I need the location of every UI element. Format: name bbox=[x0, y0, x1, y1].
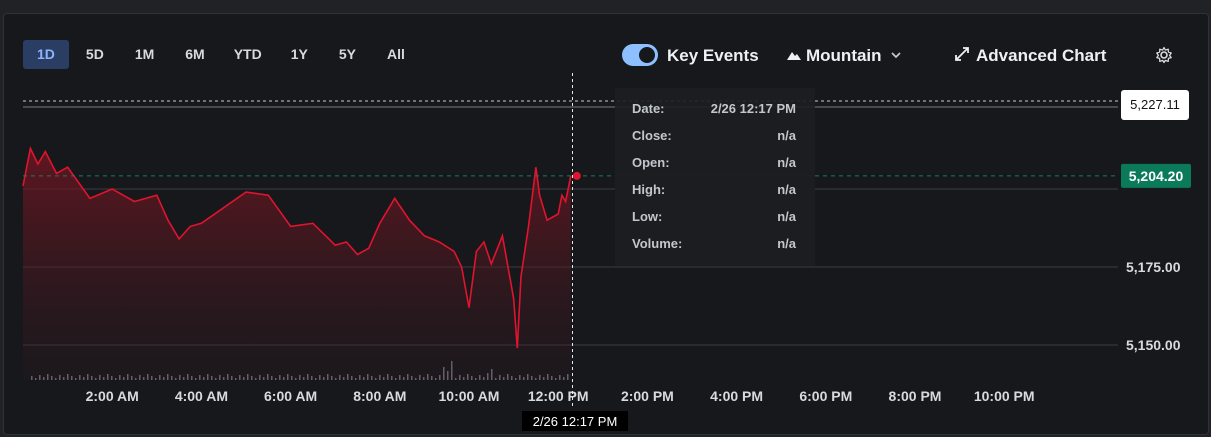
x-tick-label: 6:00 AM bbox=[264, 388, 317, 404]
crosshair-price-label: 5,227.11 bbox=[1130, 97, 1180, 112]
key-events-toggle[interactable] bbox=[622, 44, 658, 66]
range-button-6m[interactable]: 6M bbox=[185, 46, 205, 62]
expand-icon bbox=[955, 47, 969, 61]
last-price-marker bbox=[572, 171, 581, 180]
last-price-label: 5,204.20 bbox=[1129, 168, 1184, 184]
tooltip-label: Volume: bbox=[632, 236, 682, 251]
x-tick-label: 6:00 PM bbox=[799, 388, 852, 404]
crosshair-time-badge bbox=[522, 411, 628, 431]
range-button-1m[interactable]: 1M bbox=[134, 46, 155, 62]
range-button-1y[interactable]: 1Y bbox=[290, 46, 308, 62]
x-tick-label: 4:00 PM bbox=[710, 388, 763, 404]
tooltip-background bbox=[615, 88, 815, 266]
chart-style-dropdown[interactable]: Mountain bbox=[806, 46, 882, 65]
mountain-icon bbox=[787, 52, 801, 60]
reference-lines bbox=[23, 100, 1118, 180]
key-events-label[interactable]: Key Events bbox=[667, 46, 759, 65]
crosshair: 2/26 12:17 PM 5,227.11 bbox=[522, 73, 1189, 431]
tooltip-value: n/a bbox=[777, 182, 797, 197]
tooltip-value: n/a bbox=[777, 209, 797, 224]
x-tick-label: 10:00 PM bbox=[974, 388, 1035, 404]
tooltip-label: Low: bbox=[632, 209, 662, 224]
data-tooltip: Date: 2/26 12:17 PM Close: n/a Open: n/a High:… bbox=[615, 88, 815, 266]
time-range-selector: 1D 5D 1M 6M YTD 1Y 5Y All bbox=[23, 40, 422, 69]
range-button-1d[interactable]: 1D bbox=[23, 40, 69, 69]
x-tick-label: 4:00 AM bbox=[175, 388, 228, 404]
x-tick-label: 2:00 PM bbox=[621, 388, 674, 404]
range-button-all[interactable]: All bbox=[386, 46, 405, 62]
y-axis-ticks: 5,150.00 5,175.00 5,204.20 bbox=[1121, 163, 1191, 353]
toggle-knob bbox=[639, 47, 655, 63]
x-tick-label: 10:00 AM bbox=[439, 388, 500, 404]
x-tick-label: 2:00 AM bbox=[86, 388, 139, 404]
tooltip-label: Date: bbox=[632, 101, 665, 116]
tooltip-label: Open: bbox=[632, 155, 670, 170]
advanced-chart-button[interactable]: Advanced Chart bbox=[976, 46, 1107, 65]
tooltip-value: 2/26 12:17 PM bbox=[711, 101, 796, 116]
range-button-5d[interactable]: 5D bbox=[85, 46, 104, 62]
y-tick-label: 5,150.00 bbox=[1126, 337, 1181, 353]
tooltip-value: n/a bbox=[777, 128, 797, 143]
tooltip-label: High: bbox=[632, 182, 665, 197]
crosshair-price-badge bbox=[1121, 90, 1189, 120]
x-tick-label: 12:00 PM bbox=[528, 388, 589, 404]
x-tick-label: 8:00 PM bbox=[889, 388, 942, 404]
range-button-ytd[interactable]: YTD bbox=[233, 46, 262, 62]
price-line bbox=[22, 145, 572, 349]
chevron-down-icon bbox=[891, 52, 901, 59]
tooltip-value: n/a bbox=[777, 155, 797, 170]
last-price-badge bbox=[1121, 163, 1191, 188]
price-area bbox=[23, 148, 571, 380]
gear-icon[interactable] bbox=[1155, 46, 1173, 64]
crosshair-time-label: 2/26 12:17 PM bbox=[533, 414, 618, 429]
x-axis-ticks: 2:00 AM 4:00 AM 6:00 AM 8:00 AM 10:00 AM 12:0… bbox=[86, 388, 1035, 404]
x-tick-label: 8:00 AM bbox=[353, 388, 406, 404]
range-button-5y[interactable]: 5Y bbox=[338, 46, 356, 62]
tooltip-value: n/a bbox=[777, 236, 797, 251]
y-tick-label: 5,175.00 bbox=[1126, 259, 1181, 275]
tooltip-label: Close: bbox=[632, 128, 672, 143]
